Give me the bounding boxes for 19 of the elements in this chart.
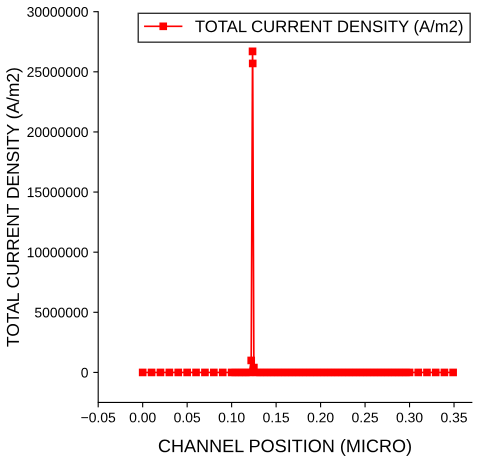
x-tick-label: 0.05 (174, 412, 200, 422)
y-tick-label: 30000000 (27, 7, 88, 17)
x-tick-label: 0.20 (308, 412, 334, 422)
x-tick-label: 0.35 (441, 412, 467, 422)
x-tick-label: 0.10 (218, 412, 245, 422)
y-tick-label: 10000000 (28, 248, 88, 258)
x-tick-label: −0.05 (81, 412, 116, 422)
y-tick-label: 20000000 (27, 127, 88, 138)
y-axis-title: TOTAL CURRENT DENSITY (A/m2) (6, 68, 23, 347)
y-tick-label: 25000000 (27, 67, 88, 77)
x-tick-label: 0.30 (396, 412, 423, 422)
x-tick-label: 0.15 (263, 412, 290, 422)
x-tick-label: 0.25 (352, 412, 378, 422)
y-tick-label: 0 (81, 368, 88, 378)
y-tick-label: 15000000 (28, 187, 88, 198)
x-axis-title: CHANNEL POSITION (MICRO) (158, 439, 411, 456)
y-tick-label: 5000000 (34, 308, 88, 318)
x-tick-label: 0.00 (130, 412, 156, 422)
legend-label: TOTAL CURRENT DENSITY (A/m2) (195, 20, 462, 36)
